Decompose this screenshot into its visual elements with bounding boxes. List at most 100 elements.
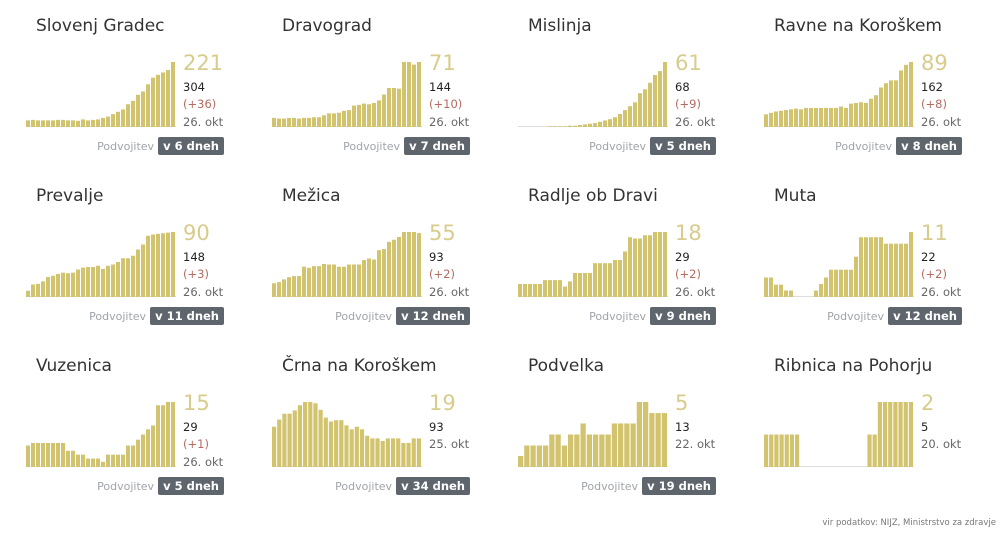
bar [774, 284, 778, 297]
total-value: 304 [183, 80, 205, 94]
bar [608, 263, 612, 297]
bar [282, 413, 287, 467]
bar [864, 102, 868, 127]
bar [407, 232, 411, 297]
bar [71, 120, 75, 127]
bar-chart [26, 231, 176, 297]
bar [116, 454, 120, 467]
bar [323, 417, 328, 467]
change-value: (+2) [921, 267, 947, 281]
bar [608, 119, 612, 127]
bar [86, 267, 90, 297]
bar [872, 434, 877, 467]
bar [834, 269, 838, 297]
date-label: 26. okt [429, 285, 470, 299]
bar [46, 442, 50, 467]
bar [648, 235, 652, 297]
doubling-info: Podvojitev v 5 dneh [589, 137, 716, 155]
bar [71, 450, 75, 467]
bar [543, 445, 549, 467]
bar [563, 126, 567, 127]
bar [588, 123, 592, 127]
bar [342, 266, 346, 297]
bar [568, 125, 572, 127]
bar [36, 283, 40, 297]
bar [814, 290, 818, 297]
doubling-info: Podvojitev v 9 dneh [589, 307, 716, 325]
panel-title: Mislinja [528, 16, 592, 36]
bar [141, 244, 145, 297]
bar [869, 98, 873, 127]
doubling-label: Podvojitev [97, 479, 155, 493]
bar [573, 125, 577, 127]
bar [633, 238, 637, 297]
date-label: 20. okt [921, 437, 962, 451]
date-label: 26. okt [675, 115, 716, 129]
bar [764, 277, 768, 297]
bar [663, 62, 667, 127]
municipality-panel: Vuzenica 15 29 (+1) 26. okt Podvojitev v 5 dne… [26, 354, 272, 524]
panel-title: Prevalje [36, 186, 104, 206]
municipality-panel: Muta 11 22 (+2) 26. okt Podvojitev v 12 dneh [764, 184, 1002, 354]
doubling-badge: v 11 dneh [150, 307, 224, 325]
municipality-panel: Podvelka 5 13 22. okt Podvojitev v 19 dneh [518, 354, 764, 524]
bar [51, 275, 55, 297]
bar [352, 264, 356, 297]
bar [106, 116, 110, 127]
bar [31, 119, 35, 127]
bar [106, 265, 110, 297]
source-note: vir podatkov: NIJZ, Ministrstvo za zdrav… [822, 518, 996, 528]
bar [46, 120, 50, 127]
bar [354, 426, 359, 467]
bar [302, 117, 306, 127]
change-value: (+2) [675, 267, 701, 281]
bar [904, 64, 908, 127]
bar [156, 405, 160, 467]
bar [171, 62, 175, 127]
bar [334, 420, 339, 467]
bar [630, 423, 636, 467]
bar [26, 290, 30, 297]
bar [548, 126, 552, 127]
bar [41, 281, 45, 297]
bar [31, 284, 35, 297]
bar [789, 434, 795, 467]
bar [524, 445, 530, 467]
bar [784, 110, 788, 127]
new-cases-value: 2 [921, 391, 935, 415]
bar [56, 442, 60, 467]
panel-title: Črna na Koroškem [282, 356, 437, 376]
bar [583, 272, 587, 297]
bar [401, 442, 406, 467]
municipality-panel: Slovenj Gradec 221 304 (+36) 26. okt Podvojit… [26, 14, 272, 184]
bar-chart [272, 231, 422, 297]
change-value: (+8) [921, 97, 947, 111]
bar [136, 94, 140, 127]
bar [618, 114, 622, 127]
bar-chart [518, 401, 668, 467]
bar [417, 233, 421, 297]
bar [624, 423, 630, 467]
bar [46, 277, 50, 297]
panel-title: Muta [774, 186, 817, 206]
bar [136, 249, 140, 297]
bar [141, 91, 145, 127]
bar-chart [272, 61, 422, 127]
doubling-info: Podvojitev v 8 dneh [835, 137, 962, 155]
bar [146, 429, 150, 467]
bar [598, 121, 602, 127]
bar [287, 117, 291, 127]
bar [649, 413, 655, 467]
bar [643, 235, 647, 297]
bar-chart [26, 401, 176, 467]
bar [121, 258, 125, 297]
bar [563, 286, 567, 297]
bar [66, 450, 70, 467]
bar [349, 429, 354, 467]
bar [543, 280, 547, 297]
bar [367, 258, 371, 297]
bar [101, 461, 105, 467]
bar [653, 75, 657, 127]
bar [814, 107, 818, 127]
bar [56, 119, 60, 127]
